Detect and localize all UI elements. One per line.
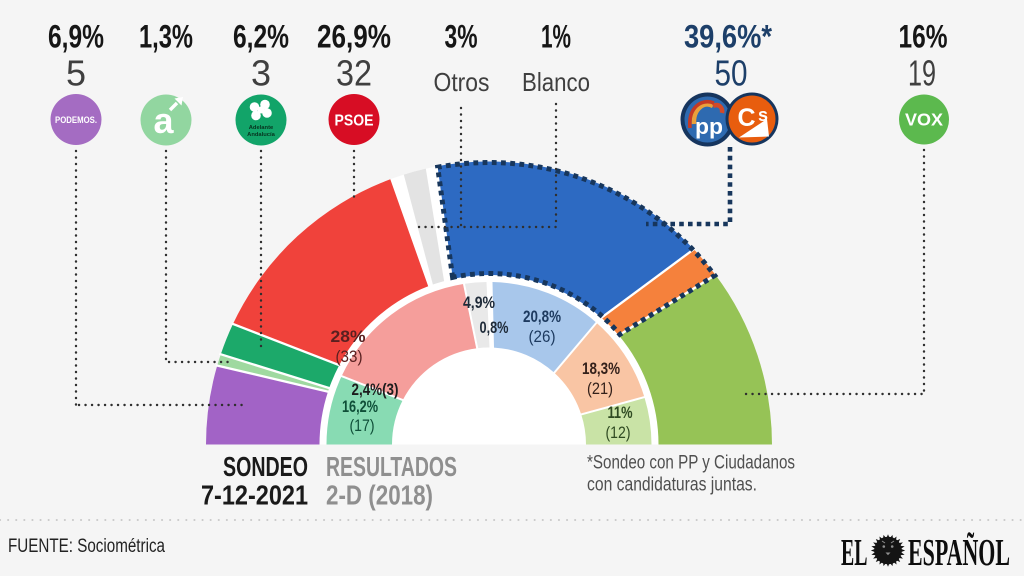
svg-text:PSOE: PSOE <box>335 113 374 130</box>
svg-text:(17): (17) <box>350 416 375 435</box>
svg-text:11%: 11% <box>608 403 633 422</box>
svg-text:a: a <box>153 100 174 141</box>
svg-text:Otros: Otros <box>434 67 490 97</box>
svg-text:FUENTE: Sociométrica: FUENTE: Sociométrica <box>8 536 165 557</box>
svg-text:(21): (21) <box>587 379 613 398</box>
svg-text:Adelante: Adelante <box>249 125 274 131</box>
svg-text:C: C <box>737 104 755 132</box>
svg-text:0,8%: 0,8% <box>480 318 509 337</box>
svg-text:3: 3 <box>251 53 271 94</box>
svg-text:con candidaturas juntas.: con candidaturas juntas. <box>587 475 757 496</box>
svg-text:32: 32 <box>336 53 372 94</box>
svg-text:50: 50 <box>715 53 748 94</box>
svg-text:6,9%: 6,9% <box>48 19 104 55</box>
svg-text:16,2%: 16,2% <box>342 397 378 416</box>
svg-text:pp: pp <box>695 114 723 139</box>
svg-text:16%: 16% <box>899 19 948 55</box>
svg-text:Blanco: Blanco <box>522 67 590 97</box>
svg-text:PODEMOS.: PODEMOS. <box>55 115 97 125</box>
svg-text:1%: 1% <box>541 19 571 55</box>
svg-text:EL: EL <box>841 532 868 574</box>
svg-text:(33): (33) <box>336 347 363 366</box>
svg-text:(26): (26) <box>529 327 556 346</box>
svg-text:RESULTADOS: RESULTADOS <box>326 451 457 482</box>
svg-text:19: 19 <box>908 53 936 94</box>
svg-text:26,9%: 26,9% <box>317 19 391 55</box>
svg-text:20,8%: 20,8% <box>523 307 561 326</box>
svg-text:1,3%: 1,3% <box>139 19 193 55</box>
svg-text:SONDEO: SONDEO <box>223 451 308 482</box>
svg-text:3%: 3% <box>445 19 478 55</box>
svg-text:2,4%(3): 2,4%(3) <box>352 380 399 399</box>
svg-text:4,9%: 4,9% <box>463 293 495 312</box>
svg-text:2-D (2018): 2-D (2018) <box>326 480 433 511</box>
svg-text:(12): (12) <box>606 423 631 442</box>
svg-text:*Sondeo con PP y Ciudadanos: *Sondeo con PP y Ciudadanos <box>587 453 795 474</box>
svg-text:s: s <box>758 105 768 125</box>
svg-text:Andalucía: Andalucía <box>247 132 275 138</box>
svg-text:39,6%*: 39,6%* <box>684 19 772 55</box>
svg-text:28%: 28% <box>331 327 366 346</box>
svg-text:6,2%: 6,2% <box>233 19 289 55</box>
svg-text:5: 5 <box>66 53 86 94</box>
svg-text:VOX: VOX <box>905 110 943 130</box>
svg-text:ESPAÑOL: ESPAÑOL <box>908 532 1010 574</box>
svg-text:7-12-2021: 7-12-2021 <box>201 480 308 511</box>
svg-text:18,3%: 18,3% <box>582 359 620 378</box>
